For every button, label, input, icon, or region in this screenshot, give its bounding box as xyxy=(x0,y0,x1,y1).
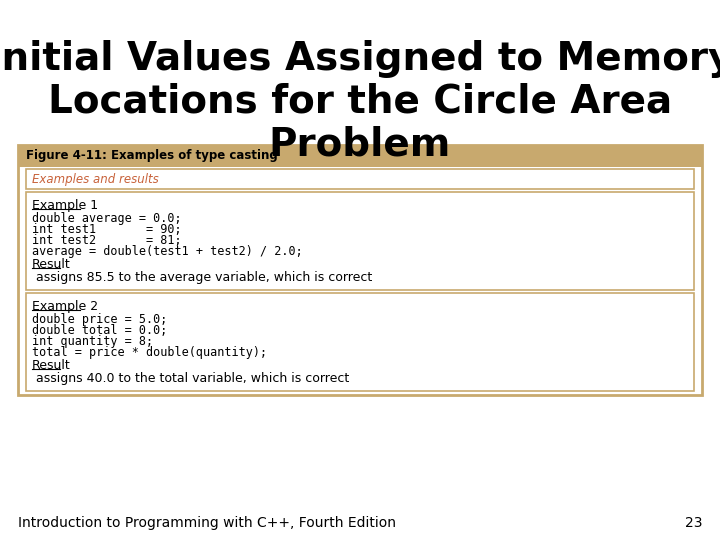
Text: int test1       = 90;: int test1 = 90; xyxy=(32,223,181,236)
Text: Introduction to Programming with C++, Fourth Edition: Introduction to Programming with C++, Fo… xyxy=(18,516,396,530)
Text: assigns 40.0 to the total variable, which is correct: assigns 40.0 to the total variable, whic… xyxy=(32,372,349,385)
Text: Examples and results: Examples and results xyxy=(32,172,158,186)
Text: assigns 85.5 to the average variable, which is correct: assigns 85.5 to the average variable, wh… xyxy=(32,271,372,284)
Text: double price = 5.0;: double price = 5.0; xyxy=(32,313,167,326)
FancyBboxPatch shape xyxy=(26,293,694,391)
Text: 23: 23 xyxy=(685,516,702,530)
Text: total = price * double(quantity);: total = price * double(quantity); xyxy=(32,346,267,359)
Text: Figure 4-11: Examples of type casting: Figure 4-11: Examples of type casting xyxy=(26,150,278,163)
FancyBboxPatch shape xyxy=(26,169,694,189)
Text: int quantity = 8;: int quantity = 8; xyxy=(32,335,153,348)
Text: Example 1: Example 1 xyxy=(32,199,98,212)
Text: double average = 0.0;: double average = 0.0; xyxy=(32,212,181,225)
Text: Result: Result xyxy=(32,359,71,372)
Text: Initial Values Assigned to Memory
Locations for the Circle Area
Problem: Initial Values Assigned to Memory Locati… xyxy=(0,40,720,163)
Text: int test2       = 81;: int test2 = 81; xyxy=(32,234,181,247)
Text: Result: Result xyxy=(32,258,71,271)
Text: double total = 0.0;: double total = 0.0; xyxy=(32,324,167,337)
FancyBboxPatch shape xyxy=(18,145,702,167)
Text: Example 2: Example 2 xyxy=(32,300,98,313)
FancyBboxPatch shape xyxy=(26,192,694,290)
Text: average = double(test1 + test2) / 2.0;: average = double(test1 + test2) / 2.0; xyxy=(32,245,302,258)
FancyBboxPatch shape xyxy=(18,145,702,395)
